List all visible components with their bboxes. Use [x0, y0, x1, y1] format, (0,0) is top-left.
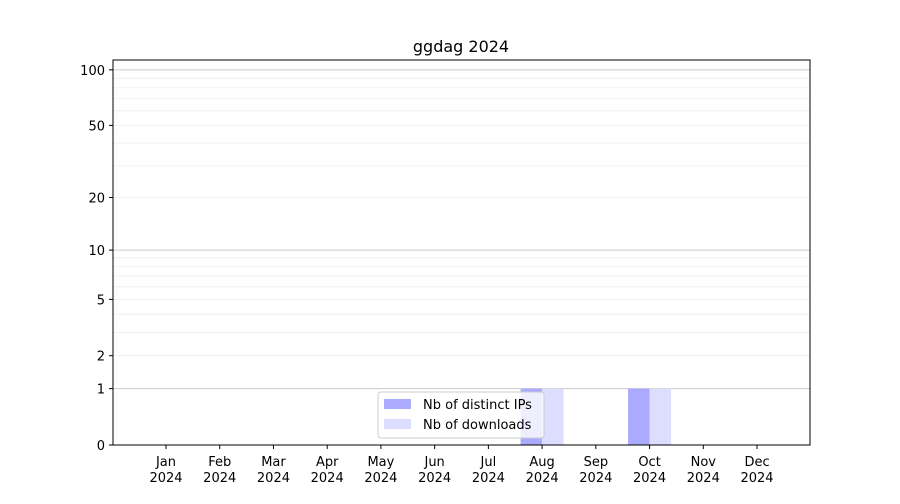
x-tick-label: 2024 [633, 471, 666, 486]
y-tick-label: 1 [97, 383, 105, 398]
y-tick-label: 5 [97, 293, 105, 308]
legend-swatch [384, 399, 411, 409]
x-tick-label: 2024 [472, 471, 505, 486]
x-tick-label: Jun [423, 455, 444, 470]
y-tick-label: 100 [80, 64, 105, 79]
x-tick-label: May [367, 455, 394, 470]
plot-frame [112, 59, 811, 446]
y-tick-label: 20 [88, 192, 105, 207]
x-tick-label: 2024 [311, 471, 344, 486]
y-tick-label: 50 [88, 119, 105, 134]
x-tick-label: 2024 [257, 471, 290, 486]
legend-box [377, 391, 545, 439]
x-tick-label: 2024 [203, 471, 236, 486]
y-tick-label: 0 [97, 439, 105, 454]
legend-label: Nb of distinct IPs [423, 398, 532, 413]
x-tick-label: Sep [584, 455, 609, 470]
x-tick-label: 2024 [149, 471, 182, 486]
x-tick-label: 2024 [418, 471, 451, 486]
x-tick-label: Feb [208, 455, 231, 470]
legend: Nb of distinct IPs Nb of downloads [377, 391, 545, 439]
bar-downloads [649, 388, 672, 445]
x-tick-label: 2024 [579, 471, 612, 486]
x-tick-label: Jan [155, 455, 176, 470]
x-tick-label: 2024 [687, 471, 720, 486]
x-tick-label: Mar [261, 455, 286, 470]
legend-label: Nb of downloads [423, 418, 532, 433]
chart-title: ggdag 2024 [413, 37, 509, 56]
x-tick-label: 2024 [740, 471, 773, 486]
x-tick-label: Nov [691, 455, 717, 470]
x-tick-label: Apr [316, 455, 339, 470]
legend-swatch [384, 419, 411, 429]
x-tick-label: Dec [744, 455, 769, 470]
x-tick-label: Oct [638, 455, 660, 470]
x-tick-label: Aug [529, 455, 554, 470]
bar-distinct-ips [628, 388, 650, 445]
bar-downloads [542, 388, 564, 445]
x-tick-label: 2024 [526, 471, 559, 486]
y-tick-label: 2 [97, 350, 105, 365]
x-tick-label: Jul [480, 455, 497, 470]
y-tick-label: 10 [88, 244, 105, 259]
x-tick-label: 2024 [364, 471, 397, 486]
